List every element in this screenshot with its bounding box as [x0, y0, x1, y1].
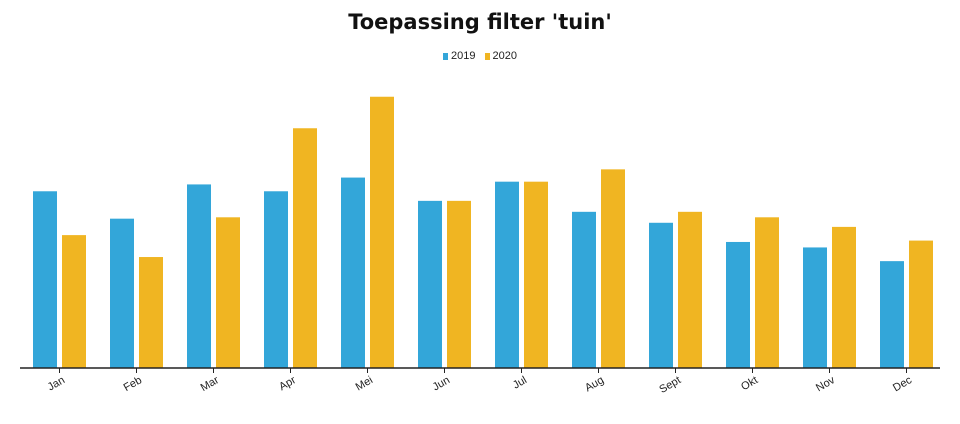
x-axis-ticks: Jan Feb Mar Apr Mei Jun Jul Aug Sept Okt Nov Dec — [46, 368, 914, 396]
bar-mar-2020[interactable] — [216, 217, 240, 368]
bar-mei-2020[interactable] — [370, 96, 394, 369]
chart-title: Toepassing filter 'tuin' — [348, 10, 612, 34]
bar-nov-2019[interactable] — [803, 247, 827, 368]
bars-group — [33, 96, 933, 369]
x-tick-label-jun: Jun — [431, 374, 452, 393]
bar-sept-2020[interactable] — [678, 211, 702, 368]
bar-jul-2019[interactable] — [495, 181, 519, 368]
x-tick-label-feb: Feb — [122, 374, 144, 394]
bar-feb-2020[interactable] — [139, 257, 163, 368]
bar-apr-2019[interactable] — [264, 191, 288, 368]
x-tick-label-jul: Jul — [511, 374, 529, 391]
bar-mar-2019[interactable] — [187, 184, 211, 368]
x-tick-label-sept: Sept — [657, 374, 683, 396]
legend-item-2020[interactable]: 2020 — [484, 50, 518, 62]
bar-aug-2019[interactable] — [572, 211, 596, 368]
bar-dec-2020[interactable] — [909, 240, 933, 368]
bar-mei-2019[interactable] — [341, 177, 365, 368]
x-tick-label-aug: Aug — [583, 374, 606, 394]
bar-aug-2020[interactable] — [601, 169, 625, 368]
x-tick-label-dec: Dec — [891, 374, 914, 394]
bar-okt-2019[interactable] — [726, 241, 750, 368]
x-tick-label-nov: Nov — [814, 374, 837, 394]
legend-swatch-2020 — [484, 53, 490, 60]
x-tick-label-okt: Okt — [739, 374, 760, 393]
legend-label-2019: 2019 — [450, 50, 476, 62]
bar-sept-2019[interactable] — [649, 222, 673, 368]
legend-swatch-2019 — [442, 53, 448, 60]
legend: 2019 2020 — [0, 50, 960, 62]
bar-nov-2020[interactable] — [832, 226, 856, 368]
x-tick-label-mei: Mei — [354, 374, 375, 393]
bar-feb-2019[interactable] — [110, 218, 134, 368]
legend-label-2020: 2020 — [492, 50, 518, 62]
bar-apr-2020[interactable] — [293, 128, 317, 368]
bar-okt-2020[interactable] — [755, 217, 779, 368]
x-tick-label-mar: Mar — [199, 374, 222, 394]
bar-jan-2020[interactable] — [62, 235, 86, 368]
bar-jul-2020[interactable] — [524, 181, 548, 368]
bar-jun-2019[interactable] — [418, 200, 442, 368]
x-tick-label-jan: Jan — [46, 374, 67, 393]
bar-jun-2020[interactable] — [447, 200, 471, 368]
bar-dec-2019[interactable] — [880, 261, 904, 368]
bar-jan-2019[interactable] — [33, 191, 57, 368]
x-tick-label-apr: Apr — [277, 374, 298, 393]
legend-item-2019[interactable]: 2019 — [442, 50, 476, 62]
